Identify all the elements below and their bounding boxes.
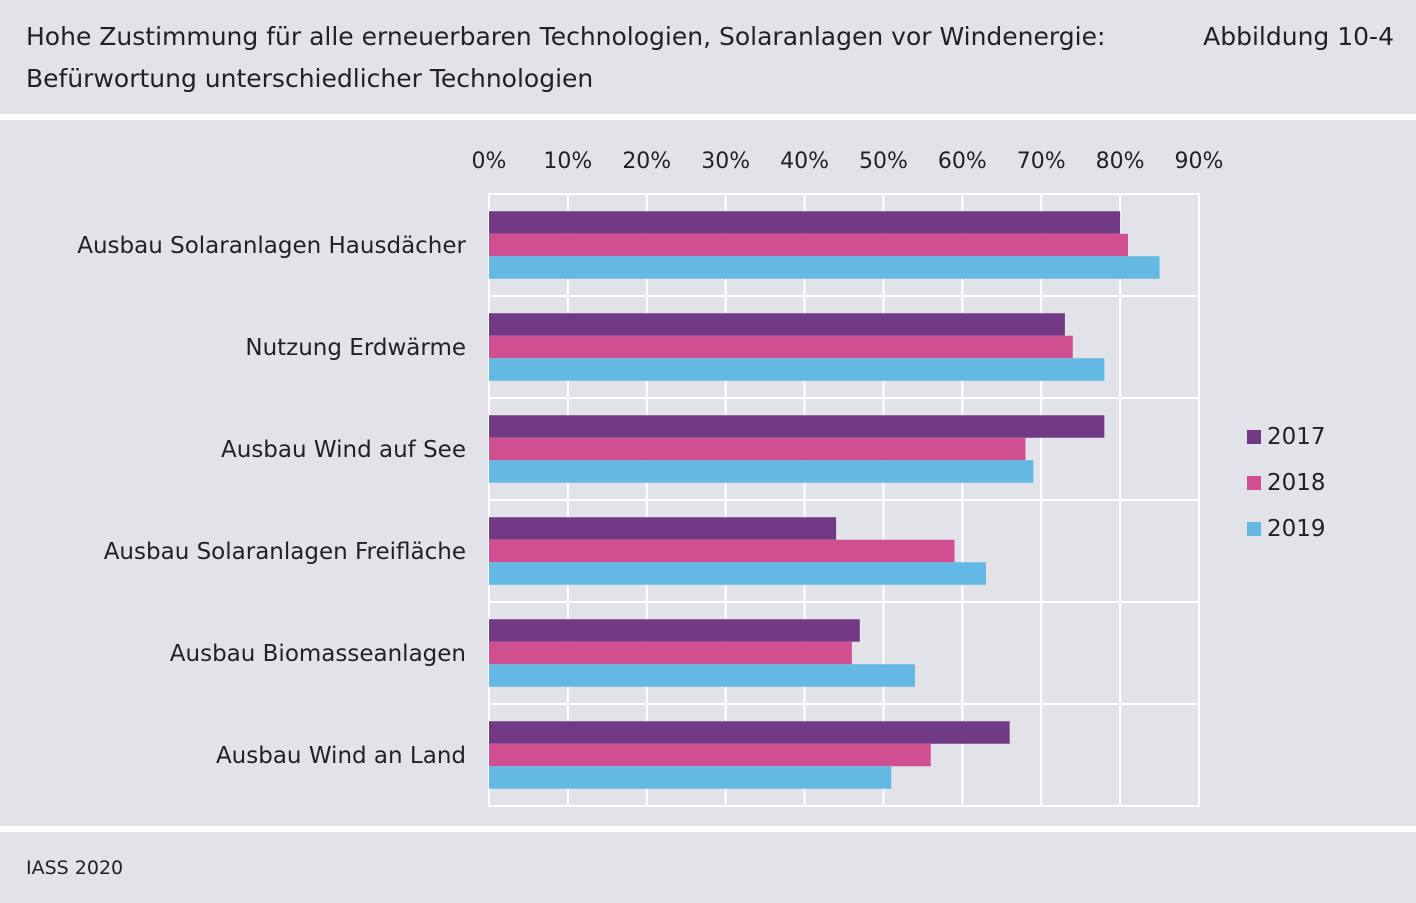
source-note: IASS 2020 (26, 857, 124, 879)
category-label: Ausbau Solaranlagen Freifläche (104, 539, 466, 565)
bar-2017 (489, 721, 1010, 744)
bar-2017 (489, 517, 837, 540)
bar-2019 (489, 664, 915, 687)
bar-2018 (489, 233, 1128, 257)
x-tick-label: 20% (622, 149, 671, 174)
legend-swatch-2018 (1247, 476, 1261, 490)
bar-2017 (489, 619, 860, 642)
legend-label-2018: 2018 (1267, 470, 1326, 496)
category-label: Ausbau Wind auf See (221, 437, 466, 463)
legend-label-2017: 2017 (1267, 424, 1326, 450)
x-tick-label: 40% (780, 149, 829, 174)
bar-2018 (489, 743, 931, 767)
category-label: Nutzung Erdwärme (245, 335, 466, 361)
x-tick-label: 70% (1017, 149, 1066, 174)
category-label: Ausbau Solaranlagen Hausdächer (77, 233, 466, 259)
x-tick-label: 30% (701, 149, 750, 174)
header-divider (0, 114, 1416, 120)
legend-swatch-2017 (1247, 430, 1261, 444)
figure-number: Abbildung 10-4 (1203, 22, 1394, 51)
x-tick-label: 0% (472, 149, 507, 174)
bar-2019 (489, 766, 892, 789)
x-tick-label: 50% (859, 149, 908, 174)
bar-2019 (489, 460, 1034, 483)
x-tick-label: 90% (1175, 149, 1224, 174)
legend-swatch-2019 (1247, 522, 1261, 536)
bar-2019 (489, 562, 986, 585)
chart-header: Hohe Zustimmung für alle erneuerbaren Te… (0, 0, 1416, 116)
bar-2019 (489, 358, 1105, 381)
x-tick-label: 60% (938, 149, 987, 174)
category-label: Ausbau Wind an Land (216, 743, 466, 769)
x-tick-label: 10% (543, 149, 592, 174)
chart-subtitle: Befürwortung unterschiedlicher Technolog… (26, 64, 594, 93)
x-tick-label: 80% (1096, 149, 1145, 174)
bar-2019 (489, 256, 1160, 279)
bar-2018 (489, 641, 852, 665)
bar-2018 (489, 437, 1026, 461)
bar-2018 (489, 335, 1073, 359)
bar-2017 (489, 415, 1105, 438)
legend-label-2019: 2019 (1267, 516, 1326, 542)
bar-2018 (489, 539, 955, 563)
footer-divider (0, 826, 1416, 832)
chart-title: Hohe Zustimmung für alle erneuerbaren Te… (26, 22, 1106, 51)
bar-2017 (489, 211, 1121, 234)
category-label: Ausbau Biomasseanlagen (170, 641, 466, 667)
bar-2017 (489, 313, 1065, 336)
